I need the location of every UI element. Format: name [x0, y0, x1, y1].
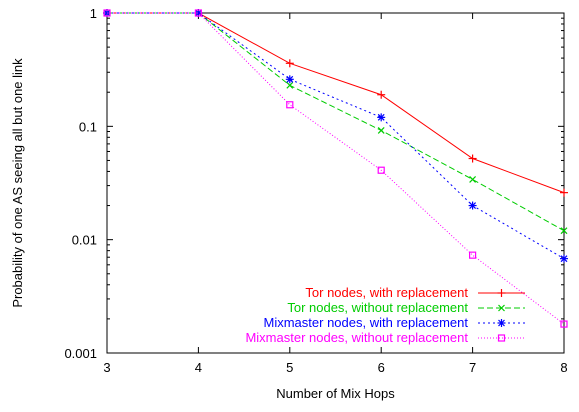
data-point-marker: [498, 304, 505, 312]
x-tick-label: 6: [378, 360, 385, 375]
data-point-marker: [497, 289, 506, 297]
legend-label: Mixmaster nodes, with replacement: [264, 315, 469, 330]
marker-stroke: [469, 251, 477, 259]
series-1: [103, 9, 568, 197]
legend-label: Mixmaster nodes, without replacement: [245, 330, 468, 345]
marker-stroke: [469, 202, 477, 209]
marker-stroke: [286, 75, 294, 83]
series-4: [103, 9, 568, 328]
data-point-marker: [103, 9, 111, 17]
marker-stroke: [103, 9, 111, 17]
x-tick-label: 3: [103, 360, 110, 375]
axes: [106, 12, 565, 354]
data-point-marker: [560, 188, 568, 197]
data-point-marker: [377, 127, 385, 134]
data-point-marker: [560, 227, 568, 235]
x-tick-label: 7: [469, 360, 476, 375]
legend-label: Tor nodes, without replacement: [287, 300, 468, 315]
data-point-marker: [468, 154, 477, 163]
data-point-marker: [377, 113, 386, 122]
x-tick-label: 8: [560, 360, 567, 375]
marker-stroke: [286, 81, 294, 89]
marker-stroke: [194, 9, 202, 17]
data-point-marker: [469, 251, 477, 259]
marker-stroke: [377, 166, 385, 174]
data-point-marker: [286, 101, 294, 109]
marker-stroke: [377, 127, 385, 134]
data-point-marker: [469, 176, 477, 183]
series-3: [103, 9, 568, 263]
marker-stroke: [194, 9, 202, 17]
legend-item: Tor nodes, without replacement: [287, 300, 525, 315]
data-point-marker: [377, 166, 385, 174]
data-point-marker: [285, 59, 294, 68]
data-point-marker: [377, 90, 386, 99]
series-2: [103, 9, 568, 235]
marker-stroke: [560, 320, 568, 328]
data-point-marker: [497, 334, 506, 342]
legend-item: Tor nodes, with replacement: [305, 285, 525, 300]
data-point-marker: [560, 320, 568, 328]
y-tick-label: 0.001: [64, 346, 97, 361]
marker-stroke: [560, 227, 568, 235]
series-line: [107, 12, 565, 325]
marker-stroke: [469, 176, 477, 183]
data-point-marker: [468, 201, 477, 210]
y-tick-label: 0.01: [72, 233, 97, 248]
plot-frame: [106, 12, 565, 354]
y-tick-label: 1: [90, 6, 97, 21]
series-line: [107, 12, 565, 232]
x-axis-label: Number of Mix Hops: [276, 386, 395, 401]
series-line: [107, 12, 565, 194]
x-tick-label: 4: [195, 360, 202, 375]
data-point-marker: [285, 75, 294, 84]
marker-stroke: [498, 304, 505, 312]
data-point-marker: [194, 9, 202, 17]
data-point-marker: [560, 254, 568, 263]
y-axis-label: Probability of one AS seeing all but one…: [10, 58, 25, 308]
legend-item: Mixmaster nodes, with replacement: [264, 315, 525, 330]
data-point-marker: [497, 319, 506, 327]
marker-stroke: [497, 334, 506, 342]
marker-stroke: [498, 319, 505, 327]
marker-stroke: [377, 113, 385, 121]
x-tick-label: 5: [286, 360, 293, 375]
legend-item: Mixmaster nodes, without replacement: [245, 330, 525, 345]
series-line: [107, 12, 565, 260]
marker-stroke: [560, 255, 568, 263]
y-tick-label: 0.1: [79, 119, 97, 134]
legend-label: Tor nodes, with replacement: [305, 285, 468, 300]
data-point-marker: [286, 81, 294, 89]
marker-stroke: [286, 101, 294, 109]
series-group: [103, 9, 568, 328]
